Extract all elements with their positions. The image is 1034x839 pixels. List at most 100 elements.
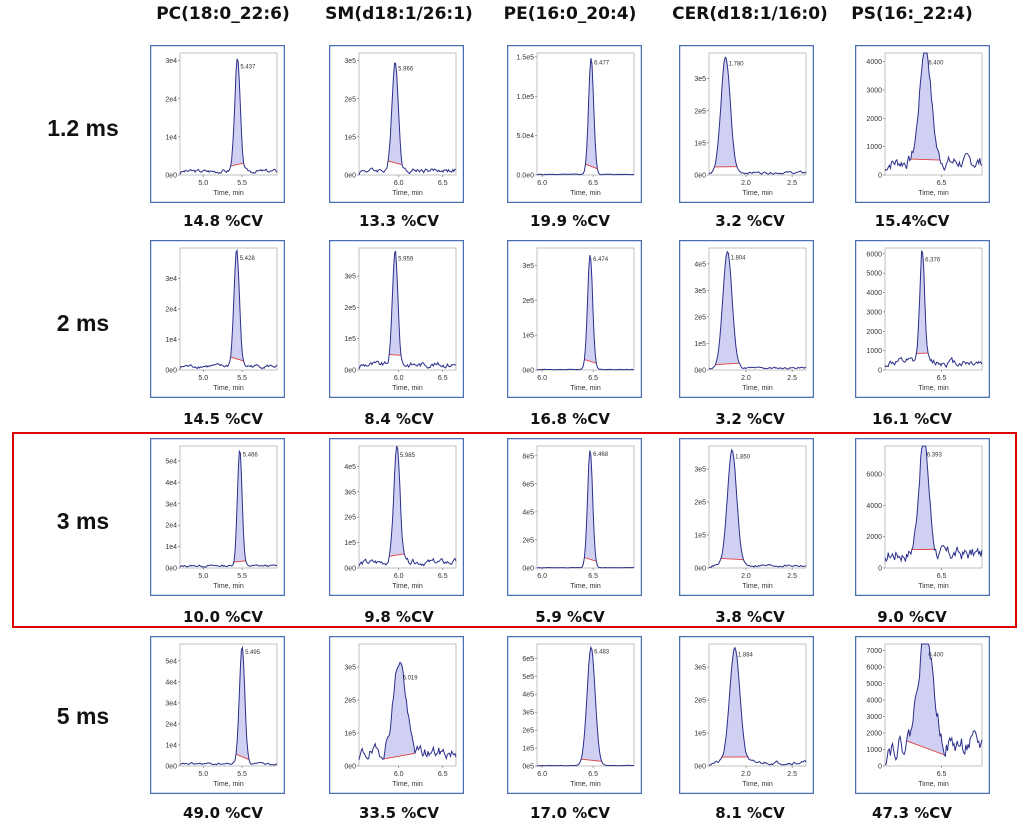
panel-frame bbox=[150, 240, 285, 398]
x-axis-label: Time, min bbox=[742, 583, 773, 590]
x-axis-label: Time, min bbox=[392, 781, 423, 788]
y-tick-label: 3000 bbox=[866, 87, 882, 94]
y-tick-label: 2000 bbox=[866, 534, 882, 541]
peak-area bbox=[585, 58, 598, 169]
y-tick-label: 5.0e4 bbox=[516, 133, 534, 140]
plot-area bbox=[536, 52, 635, 176]
x-tick-label: 5.0 bbox=[198, 573, 208, 580]
plot-area bbox=[179, 52, 278, 176]
plot-area bbox=[358, 247, 457, 371]
peak-retention-label: 5.985 bbox=[400, 453, 416, 459]
peak-area bbox=[584, 450, 597, 562]
y-tick-label: 2e5 bbox=[344, 698, 356, 705]
integration-baseline bbox=[906, 740, 945, 756]
integration-baseline bbox=[715, 362, 740, 366]
y-tick-label: 3e5 bbox=[344, 489, 356, 496]
x-axis-label: Time, min bbox=[742, 385, 773, 392]
y-tick-label: 3e4 bbox=[165, 276, 177, 283]
peak-retention-label: 6.019 bbox=[403, 676, 419, 682]
y-tick-label: 2e5 bbox=[344, 96, 356, 103]
y-tick-label: 0 bbox=[878, 566, 882, 573]
y-tick-label: 1e4 bbox=[165, 742, 177, 749]
y-tick-label: 0e0 bbox=[165, 566, 177, 573]
y-tick-label: 4e4 bbox=[165, 480, 177, 487]
y-tick-label: 4000 bbox=[866, 698, 882, 705]
plot-area bbox=[536, 643, 635, 767]
chromatogram-panel: 0 1000 2000 3000 4000 6.5 Time, min 6.400 bbox=[855, 45, 990, 203]
y-tick-label: 1.0e5 bbox=[516, 94, 534, 101]
x-tick-label: 6.5 bbox=[937, 573, 947, 580]
y-tick-label: 2e5 bbox=[694, 500, 706, 507]
integration-baseline bbox=[585, 163, 598, 170]
row-label: 2 ms bbox=[56, 310, 110, 336]
chromatogram-trace bbox=[179, 58, 278, 175]
y-tick-label: 2e5 bbox=[522, 537, 534, 544]
y-tick-label: 4e5 bbox=[522, 509, 534, 516]
y-tick-label: 2e5 bbox=[344, 515, 356, 522]
panel-frame bbox=[507, 636, 642, 794]
x-axis-label: Time, min bbox=[392, 385, 423, 392]
x-tick-label: 5.5 bbox=[237, 375, 247, 382]
x-tick-label: 6.0 bbox=[537, 180, 547, 187]
y-tick-label: 1e5 bbox=[344, 540, 356, 547]
y-tick-label: 0 bbox=[878, 173, 882, 180]
x-tick-label: 2.0 bbox=[741, 180, 751, 187]
y-tick-label: 3e4 bbox=[165, 501, 177, 508]
y-tick-label: 3e5 bbox=[694, 665, 706, 672]
y-tick-label: 0e0 bbox=[694, 566, 706, 573]
x-tick-label: 6.5 bbox=[588, 771, 598, 778]
chromatogram-trace bbox=[884, 643, 983, 765]
chromatogram-panel: 0 1000 2000 3000 4000 5000 6000 7000 6.5 Time, mi… bbox=[855, 636, 990, 794]
cv-label: 16.1 %CV bbox=[872, 410, 952, 428]
chromatogram-panel: 0e5 1e5 2e5 3e5 4e5 5e5 6e5 6.0 6.5 Time, min 6.48… bbox=[507, 636, 642, 794]
column-header: CER(d18:1/16:0) bbox=[672, 4, 828, 24]
y-tick-label: 1e4 bbox=[165, 544, 177, 551]
peak-area bbox=[906, 644, 945, 755]
y-tick-label: 0e0 bbox=[344, 764, 356, 771]
integration-baseline bbox=[720, 557, 744, 561]
y-tick-label: 0e0 bbox=[165, 764, 177, 771]
y-tick-label: 5000 bbox=[866, 271, 882, 278]
x-tick-label: 6.0 bbox=[537, 375, 547, 382]
cv-label: 9.0 %CV bbox=[877, 608, 947, 626]
plot-area bbox=[536, 247, 635, 371]
y-tick-label: 3000 bbox=[866, 714, 882, 721]
x-axis-label: Time, min bbox=[213, 190, 244, 197]
y-tick-label: 1e5 bbox=[344, 336, 356, 343]
y-tick-label: 2e4 bbox=[165, 307, 177, 314]
cv-label: 5.9 %CV bbox=[535, 608, 605, 626]
y-tick-label: 0e0 bbox=[694, 368, 706, 375]
plot-area bbox=[358, 643, 457, 767]
y-tick-label: 1e4 bbox=[165, 134, 177, 141]
x-tick-label: 2.0 bbox=[741, 771, 751, 778]
y-tick-label: 1e4 bbox=[165, 337, 177, 344]
cv-label: 49.0 %CV bbox=[183, 804, 263, 822]
y-tick-label: 1.5e5 bbox=[516, 54, 534, 61]
plot-area bbox=[884, 445, 983, 569]
x-axis-label: Time, min bbox=[213, 781, 244, 788]
peak-area bbox=[388, 63, 403, 165]
chromatogram-trace bbox=[708, 56, 807, 175]
y-tick-label: 2e5 bbox=[522, 298, 534, 305]
plot-area bbox=[358, 52, 457, 176]
x-axis-label: Time, min bbox=[918, 583, 949, 590]
x-axis-label: Time, min bbox=[742, 781, 773, 788]
y-tick-label: 0 bbox=[878, 368, 882, 375]
y-tick-label: 1e5 bbox=[694, 731, 706, 738]
column-header: SM(d18:1/26:1) bbox=[325, 4, 473, 24]
x-axis-label: Time, min bbox=[213, 385, 244, 392]
chromatogram-panel: 0e0 1e5 2e5 3e5 4e5 6.0 6.5 Time, min 5.985 bbox=[329, 438, 464, 596]
chromatogram-trace bbox=[536, 645, 635, 767]
x-tick-label: 2.5 bbox=[787, 180, 797, 187]
chromatogram-trace bbox=[358, 445, 457, 567]
y-tick-label: 6000 bbox=[866, 472, 882, 479]
y-tick-label: 7000 bbox=[866, 648, 882, 655]
x-tick-label: 6.5 bbox=[438, 573, 448, 580]
panel-frame bbox=[679, 438, 814, 596]
y-tick-label: 4e5 bbox=[522, 692, 534, 699]
chromatogram-panel: 0.0e0 5.0e4 1.0e5 1.5e5 6.0 6.5 Time, min 6.477 bbox=[507, 45, 642, 203]
peak-retention-label: 6.477 bbox=[594, 61, 610, 67]
y-tick-label: 0 bbox=[878, 764, 882, 771]
chromatogram-panel: 0 2000 4000 6000 6.5 Time, min 6.393 bbox=[855, 438, 990, 596]
integration-baseline bbox=[233, 560, 246, 563]
